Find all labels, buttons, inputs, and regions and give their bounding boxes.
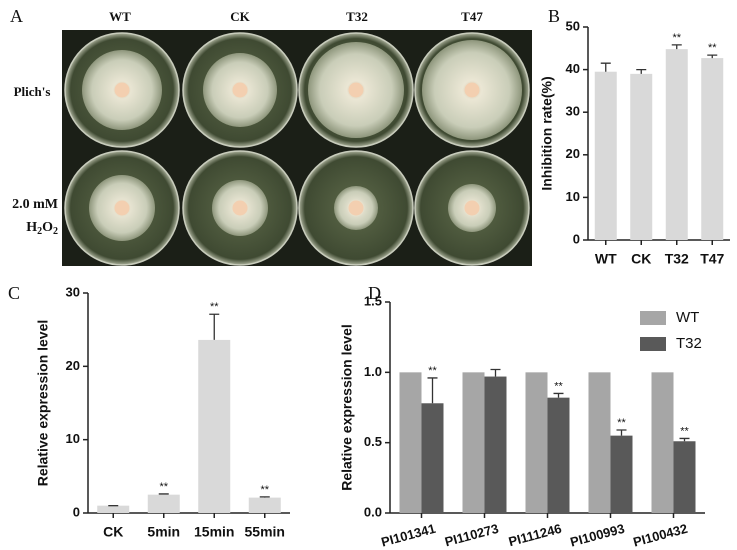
y-axis-label: Relative expression level xyxy=(35,320,51,487)
y-tick-label: 20 xyxy=(66,358,80,373)
error-bar xyxy=(427,377,438,404)
x-tick-label: PI101341 xyxy=(380,521,438,550)
y-tick-label: 10 xyxy=(66,431,80,446)
error-bar xyxy=(490,368,501,377)
significance: ** xyxy=(672,32,681,44)
error-bar xyxy=(616,429,627,436)
y-axis-label: Relative expression level xyxy=(339,324,355,491)
bar xyxy=(484,376,507,513)
significance: ** xyxy=(159,481,168,493)
inoculum xyxy=(113,199,131,217)
bar xyxy=(198,339,231,513)
y-tick-label: 0.0 xyxy=(364,504,382,519)
y-tick-label: 1.0 xyxy=(364,364,382,379)
y-tick-label: 0 xyxy=(73,504,80,519)
panel-label: C xyxy=(8,283,20,303)
x-tick-label: PI100432 xyxy=(632,521,690,550)
x-tick-label: PI111246 xyxy=(507,521,563,550)
y-tick-label: 0 xyxy=(573,231,580,246)
panel-label: A xyxy=(10,6,23,26)
column-label: T47 xyxy=(461,9,483,24)
error-bar xyxy=(209,313,220,340)
x-tick-label: 5min xyxy=(147,524,180,540)
x-tick-label: 55min xyxy=(245,524,285,540)
inoculum xyxy=(347,81,365,99)
bar xyxy=(547,397,570,513)
inoculum xyxy=(347,199,365,217)
y-tick-label: 10 xyxy=(566,189,580,204)
significance: ** xyxy=(680,425,689,437)
bar xyxy=(462,372,485,513)
bar xyxy=(421,403,444,513)
significance: ** xyxy=(554,380,563,392)
y-tick-label: 0.5 xyxy=(364,434,382,449)
inoculum xyxy=(231,81,249,99)
x-tick-label: T47 xyxy=(700,251,724,267)
bar xyxy=(525,372,548,513)
legend-swatch xyxy=(640,337,666,351)
error-bar xyxy=(553,392,564,398)
error-bar xyxy=(707,54,718,59)
legend-label: T32 xyxy=(676,335,702,352)
significance: ** xyxy=(428,365,437,377)
y-tick-label: 1.5 xyxy=(364,293,382,308)
bar xyxy=(610,435,633,513)
x-tick-label: CK xyxy=(631,251,651,267)
legend-label: WT xyxy=(676,309,699,326)
y-tick-label: 30 xyxy=(566,104,580,119)
x-tick-label: 15min xyxy=(194,524,234,540)
bar xyxy=(651,372,674,513)
legend-swatch xyxy=(640,311,666,325)
significance: ** xyxy=(617,417,626,429)
significance: ** xyxy=(260,484,269,496)
bar xyxy=(248,497,281,513)
x-tick-label: PI110273 xyxy=(443,521,500,550)
bar xyxy=(97,505,130,513)
x-tick-label: CK xyxy=(103,524,123,540)
significance: ** xyxy=(210,301,219,313)
bar xyxy=(594,71,617,240)
bar xyxy=(701,58,724,241)
bar xyxy=(588,372,611,513)
row-label: 2.0 mM xyxy=(12,197,58,212)
x-tick-label: WT xyxy=(595,251,617,267)
column-label: CK xyxy=(230,9,250,24)
row-label: Plich's xyxy=(14,84,51,99)
panel-label: B xyxy=(548,6,560,26)
bar xyxy=(630,73,653,240)
y-tick-label: 50 xyxy=(566,18,580,33)
error-bar xyxy=(636,68,647,74)
y-axis-label: Inhibition rate(%) xyxy=(539,76,555,190)
panel-label: D xyxy=(368,283,381,303)
bar xyxy=(147,494,180,513)
column-label: WT xyxy=(109,9,131,24)
significance: ** xyxy=(708,42,717,54)
bar xyxy=(665,49,688,240)
y-tick-label: 40 xyxy=(566,61,580,76)
y-tick-label: 20 xyxy=(566,146,580,161)
inoculum xyxy=(113,81,131,99)
error-bar xyxy=(259,496,270,498)
error-bar xyxy=(679,437,690,442)
column-label: T32 xyxy=(346,9,368,24)
error-bar xyxy=(158,493,169,495)
x-tick-label: T32 xyxy=(665,251,689,267)
bar xyxy=(399,372,422,513)
inoculum xyxy=(231,199,249,217)
inoculum xyxy=(463,81,481,99)
error-bar xyxy=(600,62,611,72)
y-tick-label: 30 xyxy=(66,284,80,299)
bar xyxy=(673,441,696,513)
x-tick-label: PI100993 xyxy=(569,521,627,550)
plates xyxy=(64,32,530,266)
inoculum xyxy=(463,199,481,217)
error-bar xyxy=(671,44,682,50)
row-label: H2O2 xyxy=(26,220,58,237)
